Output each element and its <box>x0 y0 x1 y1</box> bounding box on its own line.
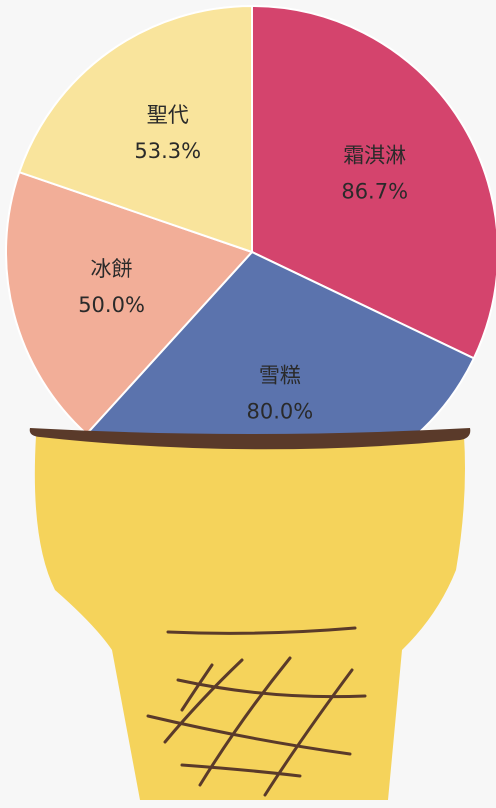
slice-value-label: 50.0% <box>78 293 145 317</box>
waffle <box>146 626 367 797</box>
pie-slice <box>251 4 496 360</box>
pie-slice <box>18 4 253 254</box>
slice-value-label: 53.3% <box>134 139 201 163</box>
slice-value-label: 80.0% <box>246 399 313 423</box>
cone-rim <box>29 428 471 450</box>
slice-label: 雪糕 <box>259 363 301 387</box>
pie: 霜淇淋 86.7% 雪糕 80.0% 冰餅 50.0% 聖代 53.3% <box>5 4 496 499</box>
cone-body <box>34 436 465 800</box>
slice-label: 冰餅 <box>91 257 133 281</box>
pie-slice <box>5 170 254 436</box>
slice-label: 霜淇淋 <box>343 144 406 168</box>
slice-label: 聖代 <box>147 103 189 127</box>
cone <box>29 428 471 800</box>
slice-value-label: 86.7% <box>341 180 408 204</box>
